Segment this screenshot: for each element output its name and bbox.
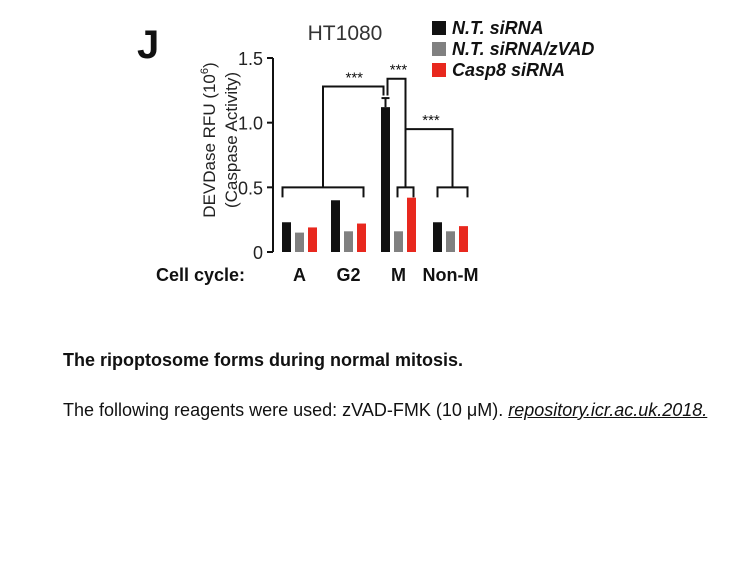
bar-non-m-series-2 xyxy=(446,231,455,252)
x-axis-label: Cell cycle: xyxy=(156,265,245,285)
figure-panel: J HT1080 DEVDase RFU (106) (Caspase Acti… xyxy=(137,18,594,285)
chart-title: HT1080 xyxy=(308,22,383,45)
x-tick-label: Non-M xyxy=(423,265,479,285)
comparison-m-vs-non-m xyxy=(404,78,454,188)
y-axis-label-exponent: 6 xyxy=(199,68,211,74)
y-tick-label: 1.5 xyxy=(238,49,263,69)
comparison-m-vs-m-treated xyxy=(386,77,407,188)
bar-a-series-3 xyxy=(308,227,317,252)
legend-swatch xyxy=(432,42,446,56)
bar-g2-series-2 xyxy=(344,231,353,252)
caption-body: The following reagents were used: zVAD-F… xyxy=(63,392,753,429)
x-tick-label: A xyxy=(293,265,306,285)
legend-label: N.T. siRNA xyxy=(452,18,544,38)
significance-label: *** xyxy=(422,112,440,129)
x-tick-label: M xyxy=(391,265,406,285)
caption-text: The following reagents were used: zVAD-F… xyxy=(63,400,509,420)
bar-non-m-series-3 xyxy=(459,226,468,252)
y-axis-label-close: ) xyxy=(200,62,219,68)
y-tick-label: 0 xyxy=(253,243,263,263)
bar-a-series-2 xyxy=(295,232,304,252)
bar-g2-series-3 xyxy=(357,223,366,252)
bar-a-series-1 xyxy=(282,222,291,252)
legend-label: N.T. siRNA/zVAD xyxy=(452,39,594,59)
bars xyxy=(282,97,468,252)
y-axis-label-secondary: (Caspase Activity) xyxy=(222,72,241,208)
bracket-m xyxy=(396,186,415,198)
x-tick-labels: A G2 M Non-M xyxy=(293,265,478,285)
bar-m-series-3 xyxy=(407,197,416,252)
legend-swatch xyxy=(432,63,446,77)
comparison-a-g2-vs-m xyxy=(322,85,385,188)
significance-brackets: *** *** *** xyxy=(281,62,469,198)
bracket-non-m xyxy=(436,186,469,198)
caption-title: The ripoptosome forms during normal mito… xyxy=(63,350,464,370)
caption-link[interactable]: repository.icr.ac.uk.2018. xyxy=(508,400,708,420)
bracket-a-g2 xyxy=(281,186,365,198)
y-tick-label: 1.0 xyxy=(238,114,263,134)
bar-m-series-1 xyxy=(381,107,390,252)
panel-label: J xyxy=(137,23,159,67)
significance-label: *** xyxy=(390,62,408,79)
bar-non-m-series-1 xyxy=(433,222,442,252)
y-axis-label-main: DEVDase RFU (10 xyxy=(200,74,219,218)
legend-label: Casp8 siRNA xyxy=(452,60,565,80)
svg-text:DEVDase RFU (106): DEVDase RFU (106) xyxy=(199,62,219,217)
significance-label: *** xyxy=(345,69,363,86)
x-tick-label: G2 xyxy=(336,265,360,285)
y-ticks: 0 0.5 1.0 1.5 xyxy=(238,49,273,263)
y-axis-label: DEVDase RFU (106) xyxy=(199,62,219,217)
y-tick-label: 0.5 xyxy=(238,178,263,198)
legend-swatch xyxy=(432,21,446,35)
bar-g2-series-1 xyxy=(331,200,340,252)
bar-m-series-2 xyxy=(394,231,403,252)
